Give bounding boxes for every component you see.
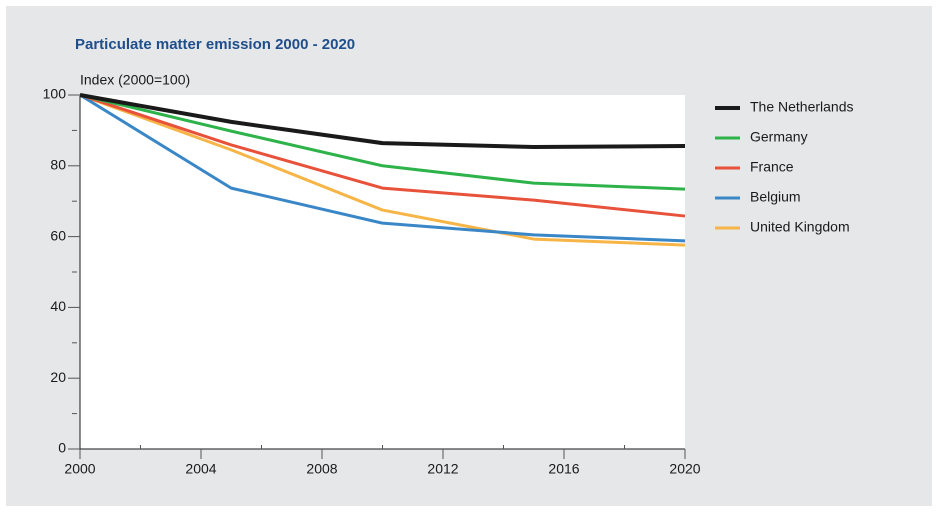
- y-tick-label: 0: [58, 440, 66, 456]
- series-line: [79, 93, 686, 218]
- y-tick-label: 80: [50, 157, 66, 173]
- series-line: [79, 93, 686, 247]
- series-line: [79, 93, 686, 191]
- legend-label: Germany: [750, 129, 808, 145]
- y-tick-label: 20: [50, 369, 66, 385]
- series-line: [79, 93, 686, 243]
- chart-title: Particulate matter emission 2000 - 2020: [75, 36, 355, 53]
- y-axis-label: Index (2000=100): [80, 72, 190, 88]
- x-tick-label: 2000: [64, 461, 95, 477]
- x-tick-label: 2016: [548, 461, 579, 477]
- x-tick-label: 2012: [427, 461, 458, 477]
- series-line: [79, 93, 686, 150]
- legend-label: France: [750, 159, 794, 175]
- plot-area: [80, 95, 685, 449]
- legend-label: The Netherlands: [750, 99, 854, 115]
- legend-label: United Kingdom: [750, 219, 850, 235]
- y-tick-label: 60: [50, 227, 66, 243]
- y-tick-label: 100: [43, 86, 67, 102]
- y-tick-label: 40: [50, 298, 66, 314]
- x-tick-label: 2008: [306, 461, 337, 477]
- x-tick-label: 2004: [185, 461, 216, 477]
- x-tick-label: 2020: [669, 461, 700, 477]
- legend-label: Belgium: [750, 189, 801, 205]
